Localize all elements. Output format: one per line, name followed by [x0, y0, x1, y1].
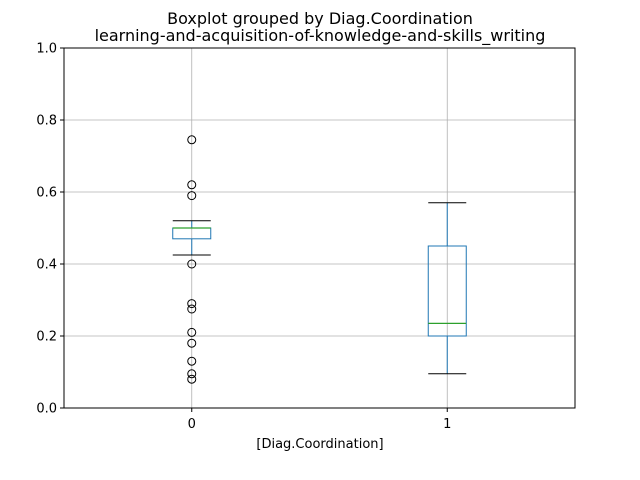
outlier-point	[187, 356, 197, 366]
y-tick-label: 0.0	[36, 402, 57, 417]
outlier-point	[187, 374, 197, 384]
outlier-point	[187, 191, 197, 201]
outlier-point	[187, 299, 197, 309]
outlier-point	[187, 327, 197, 337]
box-group-0	[172, 135, 212, 384]
y-tick-label: 0.2	[36, 330, 57, 345]
y-tick-label: 0.6	[36, 186, 57, 201]
y-tick-label: 1.0	[36, 42, 57, 57]
y-axis-ticks: 0.0 0.2 0.4 0.6 0.8 1.0	[36, 42, 64, 417]
iqr-box	[427, 245, 467, 337]
box-group-1	[427, 202, 467, 375]
outlier-point	[187, 180, 197, 190]
box-plots	[172, 135, 467, 384]
x-tick-label: 1	[443, 417, 451, 432]
outlier-point	[187, 259, 197, 269]
x-axis-label: [Diag.Coordination]	[256, 437, 383, 452]
y-tick-label: 0.8	[36, 114, 57, 129]
outlier-point	[187, 369, 197, 379]
x-tick-label: 0	[188, 417, 196, 432]
outlier-point	[187, 338, 197, 348]
outlier-point	[187, 304, 197, 314]
y-tick-label: 0.4	[36, 258, 57, 273]
outlier-point	[187, 135, 197, 145]
chart-subtitle: learning-and-acquisition-of-knowledge-an…	[95, 26, 546, 46]
plot-frame	[63, 47, 576, 409]
chart-title: Boxplot grouped by Diag.Coordination	[167, 9, 473, 28]
